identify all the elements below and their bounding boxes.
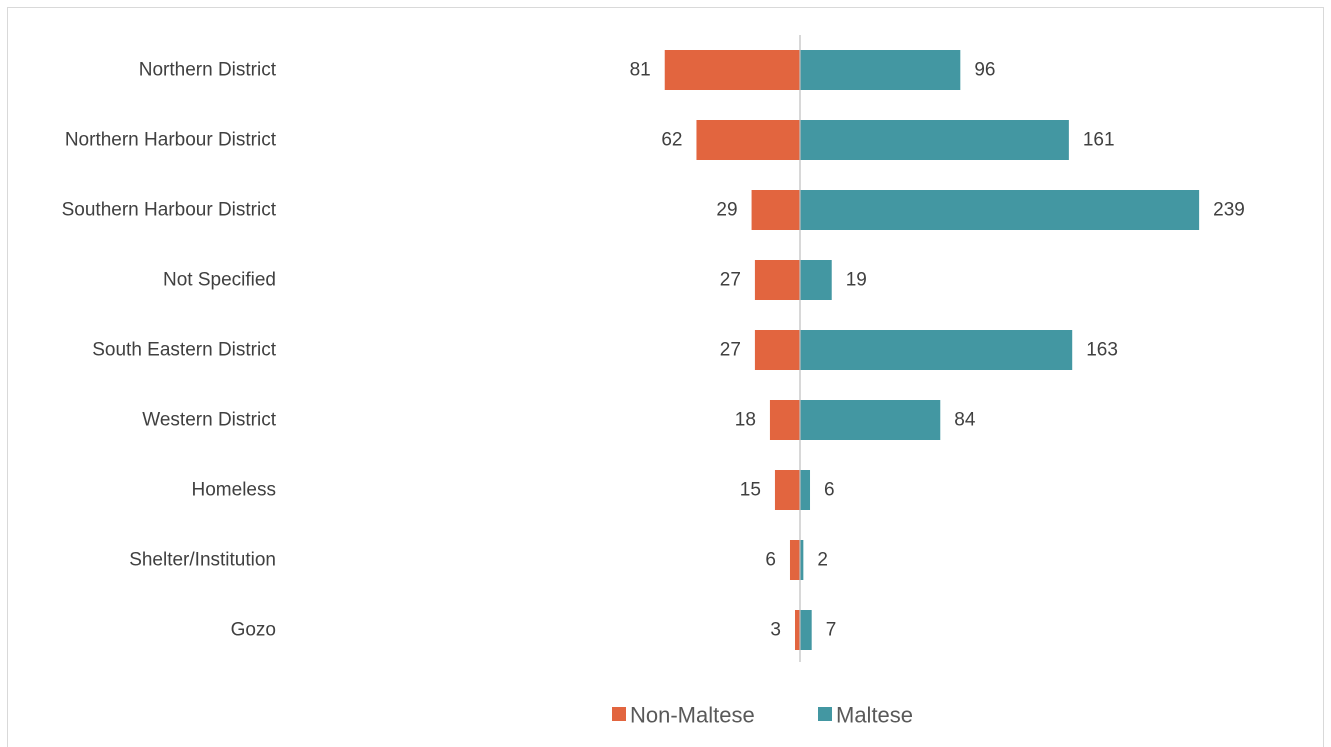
bar-maltese-not-specified: [800, 260, 832, 300]
bar-non-maltese-southern-harbour-district: [751, 190, 800, 230]
category-labels: Northern District Northern Harbour Distri…: [62, 60, 277, 641]
bar-maltese-western-district: [800, 400, 941, 440]
data-label-non-maltese-homeless: 15: [740, 480, 761, 501]
category-label-southern-harbour-district: Southern Harbour District: [62, 200, 277, 221]
bar-non-maltese-western-district: [769, 400, 800, 440]
data-label-maltese-south-eastern-district: 163: [1086, 340, 1118, 361]
category-label-south-eastern-district: South Eastern District: [92, 340, 276, 361]
bar-non-maltese-homeless: [774, 470, 800, 510]
bar-maltese-gozo: [800, 610, 812, 650]
legend-swatch-maltese: [818, 707, 832, 721]
data-label-maltese-northern-district: 96: [974, 60, 995, 81]
bar-non-maltese-northern-district: [664, 50, 800, 90]
bar-non-maltese-south-eastern-district: [754, 330, 800, 370]
legend-label-non-maltese: Non-Maltese: [630, 703, 755, 728]
bar-non-maltese-shelter-institution: [789, 540, 800, 580]
bar-non-maltese-northern-harbour-district: [696, 120, 800, 160]
data-label-maltese-not-specified: 19: [846, 270, 867, 291]
data-label-maltese-homeless: 6: [824, 480, 835, 501]
data-label-maltese-northern-harbour-district: 161: [1083, 130, 1115, 151]
bar-maltese-northern-district: [800, 50, 961, 90]
data-label-maltese-gozo: 7: [826, 620, 837, 641]
category-label-western-district: Western District: [142, 410, 276, 431]
data-label-maltese-western-district: 84: [954, 410, 976, 431]
bar-maltese-south-eastern-district: [800, 330, 1073, 370]
category-label-northern-district: Northern District: [139, 60, 277, 81]
legend-label-maltese: Maltese: [836, 703, 913, 728]
category-label-shelter-institution: Shelter/Institution: [129, 550, 276, 571]
data-label-non-maltese-shelter-institution: 6: [765, 550, 776, 571]
chart-frame: [7, 7, 1324, 747]
data-label-maltese-southern-harbour-district: 239: [1213, 200, 1245, 221]
legend-swatch-non-maltese: [612, 707, 626, 721]
bar-maltese-southern-harbour-district: [800, 190, 1200, 230]
category-label-homeless: Homeless: [192, 480, 276, 501]
category-label-not-specified: Not Specified: [163, 270, 276, 291]
data-label-non-maltese-northern-district: 81: [630, 60, 651, 81]
bars: [664, 50, 1200, 650]
bar-non-maltese-not-specified: [754, 260, 800, 300]
data-label-non-maltese-not-specified: 27: [720, 270, 741, 291]
data-label-non-maltese-southern-harbour-district: 29: [716, 200, 737, 221]
bar-maltese-northern-harbour-district: [800, 120, 1069, 160]
data-label-non-maltese-northern-harbour-district: 62: [661, 130, 682, 151]
category-label-northern-harbour-district: Northern Harbour District: [65, 130, 277, 151]
data-label-non-maltese-gozo: 3: [770, 620, 781, 641]
data-label-non-maltese-western-district: 18: [735, 410, 756, 431]
legend: Non-Maltese Maltese: [612, 703, 913, 728]
bar-non-maltese-gozo: [794, 610, 800, 650]
bar-maltese-homeless: [800, 470, 811, 510]
category-label-gozo: Gozo: [231, 620, 276, 641]
data-label-maltese-shelter-institution: 2: [817, 550, 828, 571]
bar-maltese-shelter-institution: [800, 540, 804, 580]
data-label-non-maltese-south-eastern-district: 27: [720, 340, 741, 361]
